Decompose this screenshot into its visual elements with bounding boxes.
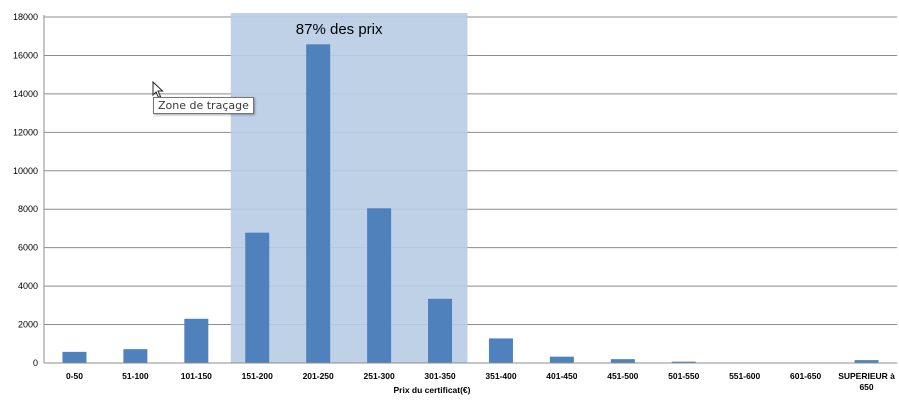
bar bbox=[184, 318, 209, 363]
x-tick-label: 451-500 bbox=[607, 371, 638, 381]
plot-area-tooltip: Zone de traçage bbox=[153, 97, 254, 114]
y-tick-label: 0 bbox=[33, 358, 38, 368]
y-tick-label: 14000 bbox=[13, 89, 38, 99]
x-tick-label: 650 bbox=[859, 382, 873, 392]
y-tick-label: 10000 bbox=[13, 166, 38, 176]
x-tick-label: 151-200 bbox=[242, 371, 273, 381]
bar bbox=[62, 351, 87, 363]
bar bbox=[488, 338, 513, 363]
x-tick-label: 101-150 bbox=[181, 371, 212, 381]
bar bbox=[854, 360, 879, 363]
bar bbox=[671, 361, 696, 363]
x-tick-label: 351-400 bbox=[485, 371, 516, 381]
axes: 0 2000 4000 6000 8000 10000 12000 14000 16000 180… bbox=[13, 12, 897, 395]
bar bbox=[245, 232, 270, 363]
y-tick-label: 6000 bbox=[18, 243, 38, 253]
bar bbox=[306, 44, 331, 363]
x-tick-label: 401-450 bbox=[546, 371, 577, 381]
x-tick-label: 551-600 bbox=[729, 371, 760, 381]
highlight-label: 87% des prix bbox=[296, 21, 383, 38]
y-tick-label: 18000 bbox=[13, 12, 38, 22]
x-tick-label: 201-250 bbox=[303, 371, 334, 381]
y-tick-label: 8000 bbox=[18, 204, 38, 214]
y-tick-label: 2000 bbox=[18, 320, 38, 330]
y-tick-label: 4000 bbox=[18, 281, 38, 291]
bar bbox=[367, 208, 392, 363]
x-tick-label: 251-300 bbox=[364, 371, 395, 381]
x-tick-label: 501-550 bbox=[668, 371, 699, 381]
gridlines bbox=[44, 16, 897, 364]
x-tick-label: 0-50 bbox=[66, 371, 83, 381]
bars bbox=[62, 44, 879, 363]
x-tick-label: 51-100 bbox=[122, 371, 149, 381]
x-tick-label: 301-350 bbox=[424, 371, 455, 381]
bar bbox=[549, 356, 574, 363]
x-tick-label: SUPERIEUR à bbox=[838, 371, 895, 381]
bar bbox=[123, 349, 148, 363]
x-tick-label: 601-650 bbox=[790, 371, 821, 381]
y-tick-label: 16000 bbox=[13, 50, 38, 60]
y-tick-label: 12000 bbox=[13, 127, 38, 137]
x-axis-title: Prix du certificat(€) bbox=[394, 385, 471, 395]
bar bbox=[610, 359, 635, 363]
bar bbox=[428, 298, 453, 363]
